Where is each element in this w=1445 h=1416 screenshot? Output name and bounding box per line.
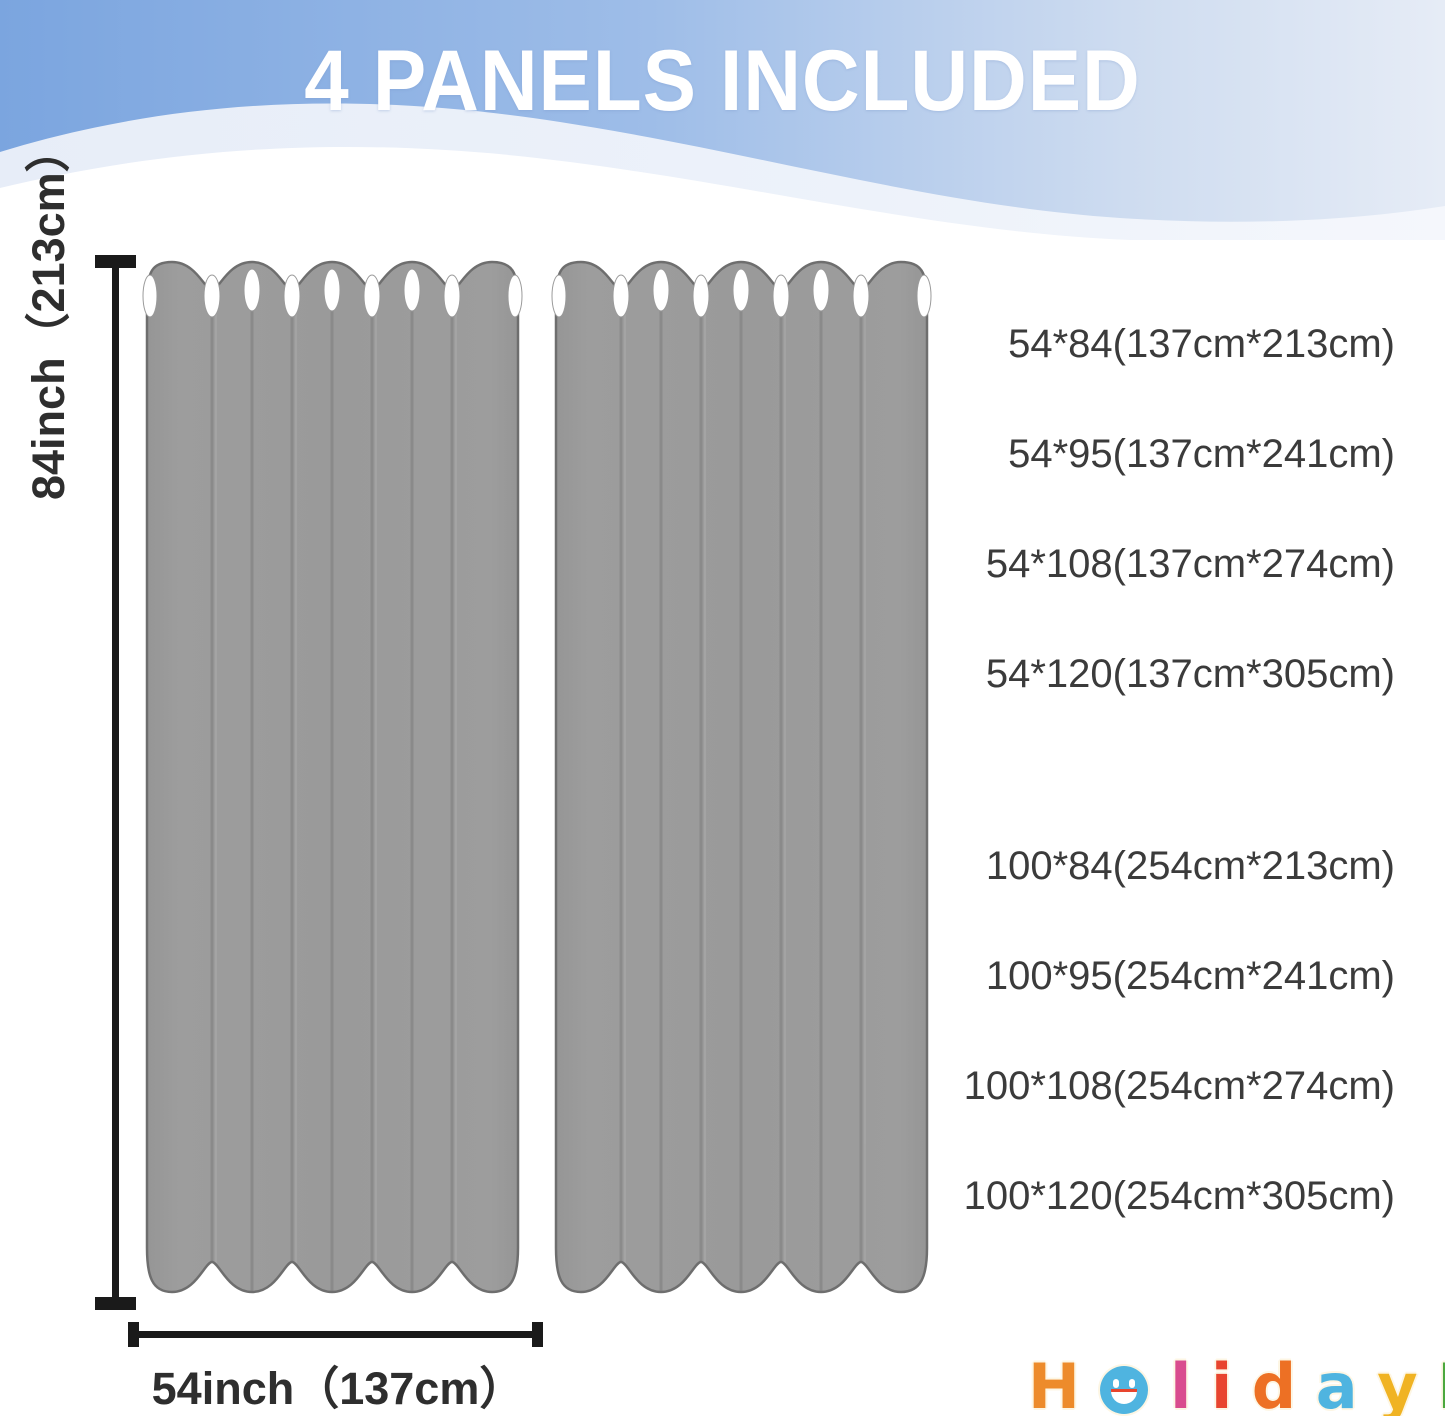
height-dimension-line (95, 255, 136, 1310)
size-option: 100*95(254cm*241cm) (985, 954, 1395, 998)
logo-letter: d (1251, 1350, 1296, 1416)
size-option: 54*84(137cm*213cm) (1008, 322, 1395, 366)
size-option: 54*120(137cm*305cm) (985, 652, 1395, 696)
logo-letter: a (1315, 1350, 1358, 1416)
grommet-group-right (551, 268, 932, 318)
width-dimension-line (128, 1322, 543, 1347)
size-option: 100*108(254cm*274cm) (963, 1064, 1395, 1108)
width-dimension-label: 54inch（137cm） (151, 1363, 525, 1414)
curtain-panel-left (142, 260, 523, 1294)
smiley-eye-left-icon (1113, 1379, 1120, 1388)
brand-logo: H l i d a y I d e a s ® (1028, 1326, 1445, 1416)
page-title: 4 PANELS INCLUDED (304, 33, 1141, 129)
logo-letter: I (1437, 1347, 1445, 1416)
header-background (0, 0, 1445, 240)
logo-smiley-face-icon (1100, 1366, 1149, 1414)
smiley-eye-right-icon (1129, 1379, 1136, 1388)
header-wave-white (0, 146, 1445, 240)
size-option: 100*84(254cm*213cm) (985, 844, 1395, 888)
size-option: 54*108(137cm*274cm) (985, 542, 1395, 586)
logo-letter: H (1028, 1350, 1080, 1416)
logo-letter: l (1170, 1350, 1191, 1416)
size-option: 100*120(254cm*305cm) (963, 1174, 1395, 1218)
smiley-mouth-icon (1111, 1389, 1138, 1404)
logo-letter: i (1210, 1350, 1232, 1416)
height-dimension-label: 84inch（213cm） (23, 127, 74, 500)
size-options-list: 54*84(137cm*213cm) 54*95(137cm*241cm) 54… (930, 322, 1395, 1218)
header-banner: 4 PANELS INCLUDED (0, 0, 1445, 240)
grommet-group-left (142, 268, 523, 318)
size-option: 54*95(137cm*241cm) (1008, 432, 1395, 476)
logo-letter: y (1377, 1350, 1417, 1416)
curtain-panel-right (551, 260, 932, 1294)
